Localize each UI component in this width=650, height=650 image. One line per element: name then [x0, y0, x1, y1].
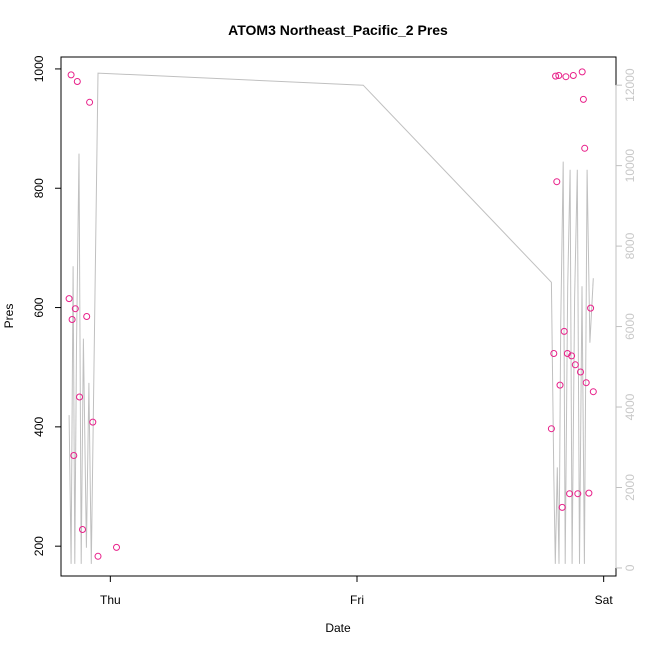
data-point — [89, 418, 97, 426]
data-point — [562, 73, 570, 81]
data-point — [560, 327, 568, 335]
x-tick-label: Thu — [100, 593, 121, 607]
data-point — [86, 98, 94, 106]
x-tick-label: Sat — [595, 593, 614, 607]
data-point — [556, 381, 564, 389]
data-point — [83, 313, 91, 320]
y-tick-label: 600 — [32, 297, 46, 317]
x-axis: Thu Fri Sat — [100, 575, 614, 607]
x-axis-label: Date — [325, 621, 351, 635]
data-point — [571, 361, 579, 369]
data-point — [568, 352, 576, 360]
line-series-group — [68, 72, 594, 564]
data-point — [113, 543, 120, 551]
data-point — [578, 68, 586, 76]
y2-tick-label: 8000 — [623, 232, 637, 259]
data-point — [558, 503, 566, 511]
data-point — [574, 490, 582, 498]
data-point — [582, 379, 590, 387]
y2-tick-label: 10000 — [623, 149, 637, 183]
y-tick-label: 800 — [32, 178, 46, 198]
data-point — [553, 178, 561, 186]
data-point — [581, 144, 589, 152]
data-point — [585, 489, 593, 497]
data-point — [569, 72, 577, 79]
data-point — [70, 452, 78, 459]
y2-tick-label: 4000 — [623, 393, 637, 420]
data-point — [79, 526, 86, 533]
data-point — [547, 425, 555, 433]
data-point — [71, 305, 79, 313]
y2-tick-label: 6000 — [623, 313, 637, 340]
data-point — [65, 295, 73, 303]
data-point — [577, 368, 584, 376]
series-line — [68, 72, 594, 564]
data-point — [67, 71, 75, 79]
data-point — [550, 350, 558, 357]
data-point — [73, 78, 81, 85]
x-tick-label: Fri — [350, 593, 364, 607]
y2-tick-label: 12000 — [623, 68, 637, 102]
scatter-points-group — [65, 68, 597, 560]
data-point — [579, 95, 587, 103]
y-axis-right: 0 2000 4000 6000 8000 10000 12000 — [615, 68, 637, 571]
y-axis-left: 200 400 600 800 1000 — [32, 55, 62, 556]
y2-tick-label: 2000 — [623, 474, 637, 501]
y-tick-label: 400 — [32, 417, 46, 437]
data-point — [555, 72, 563, 79]
y-axis-label: Pres — [2, 304, 16, 329]
data-point — [589, 388, 597, 396]
y-tick-label: 1000 — [32, 55, 46, 82]
data-point — [94, 552, 102, 560]
data-point — [76, 393, 83, 401]
data-point — [68, 316, 76, 323]
data-point — [587, 304, 595, 312]
y2-tick-label: 0 — [623, 564, 637, 571]
chart-title: ATOM3 Northeast_Pacific_2 Pres — [228, 22, 448, 38]
y-tick-label: 200 — [32, 536, 46, 556]
data-point — [566, 490, 574, 498]
data-point — [552, 72, 560, 80]
